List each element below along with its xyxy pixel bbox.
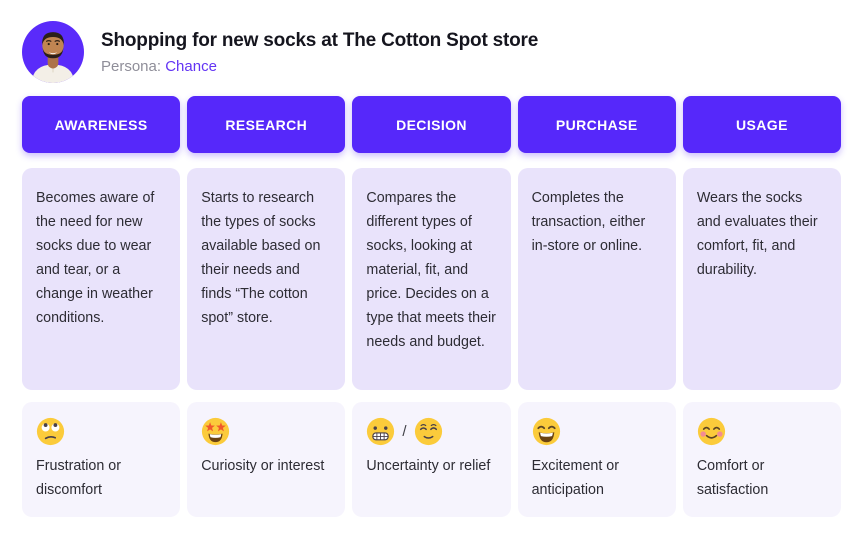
emotion-emoji-row xyxy=(697,416,827,446)
grimacing-face-icon xyxy=(366,417,395,446)
grinning-face-icon xyxy=(532,417,561,446)
emotion-label: Comfort or satisfaction xyxy=(696,458,769,498)
emotion-card-research[interactable]: Curiosity or interest xyxy=(187,402,346,517)
stage-column-research: RESEARCH Starts to research the types of… xyxy=(187,96,346,517)
emotion-label: Uncertainty or relief xyxy=(366,458,491,474)
emotion-label: Curiosity or interest xyxy=(201,458,325,474)
stage-header-awareness[interactable]: AWARENESS xyxy=(22,96,181,153)
stage-description-usage[interactable]: Wears the socks and evaluates their comf… xyxy=(682,168,842,390)
emotion-card-usage[interactable]: Comfort or satisfaction xyxy=(682,402,842,517)
persona-avatar xyxy=(22,21,84,83)
header-text-block: Shopping for new socks at The Cotton Spo… xyxy=(101,29,538,75)
persona-avatar-illustration xyxy=(22,21,84,83)
persona-label: Persona: xyxy=(101,57,162,75)
persona-line: Persona: Chance xyxy=(101,58,538,75)
stage-header-research[interactable]: RESEARCH xyxy=(187,96,346,153)
emotion-emoji-row xyxy=(36,416,166,446)
emotion-emoji-row xyxy=(201,416,331,446)
stage-description-awareness[interactable]: Becomes aware of the need for new socks … xyxy=(22,168,181,390)
emotion-emoji-row: / xyxy=(366,416,496,446)
stage-column-usage: USAGE Wears the socks and evaluates thei… xyxy=(682,96,842,517)
stage-column-awareness: AWARENESS Becomes aware of the need for … xyxy=(22,96,181,517)
stage-column-decision: DECISION Compares the different types of… xyxy=(352,96,511,517)
persona-name-link[interactable]: Chance xyxy=(165,57,217,75)
emotion-card-decision[interactable]: / Uncertainty or relief xyxy=(352,402,511,517)
emotion-emoji-row xyxy=(532,416,662,446)
emotion-label: Frustration or discomfort xyxy=(36,458,122,498)
relieved-face-icon xyxy=(414,417,443,446)
emotion-card-awareness[interactable]: Frustration or discomfort xyxy=(22,402,181,517)
stage-header-decision[interactable]: DECISION xyxy=(352,96,511,153)
smiling-face-rosy-cheeks-icon xyxy=(697,417,726,446)
star-struck-face-icon xyxy=(201,417,230,446)
face-with-rolling-eyes-icon xyxy=(36,417,65,446)
stage-description-decision[interactable]: Compares the different types of socks, l… xyxy=(352,168,511,390)
emoji-separator: / xyxy=(402,422,407,440)
journey-header: Shopping for new socks at The Cotton Spo… xyxy=(0,0,864,83)
emotion-card-purchase[interactable]: Excitement or anticipation xyxy=(517,402,676,517)
stage-header-purchase[interactable]: PURCHASE xyxy=(517,96,676,153)
stage-column-purchase: PURCHASE Completes the transaction, eith… xyxy=(517,96,676,517)
stage-description-purchase[interactable]: Completes the transaction, either in-sto… xyxy=(517,168,676,390)
journey-map-grid: AWARENESS Becomes aware of the need for … xyxy=(0,83,864,517)
stage-header-usage[interactable]: USAGE xyxy=(682,96,842,153)
emotion-label: Excitement or anticipation xyxy=(531,458,620,498)
page-title: Shopping for new socks at The Cotton Spo… xyxy=(101,30,539,52)
stage-description-research[interactable]: Starts to research the types of socks av… xyxy=(187,168,346,390)
